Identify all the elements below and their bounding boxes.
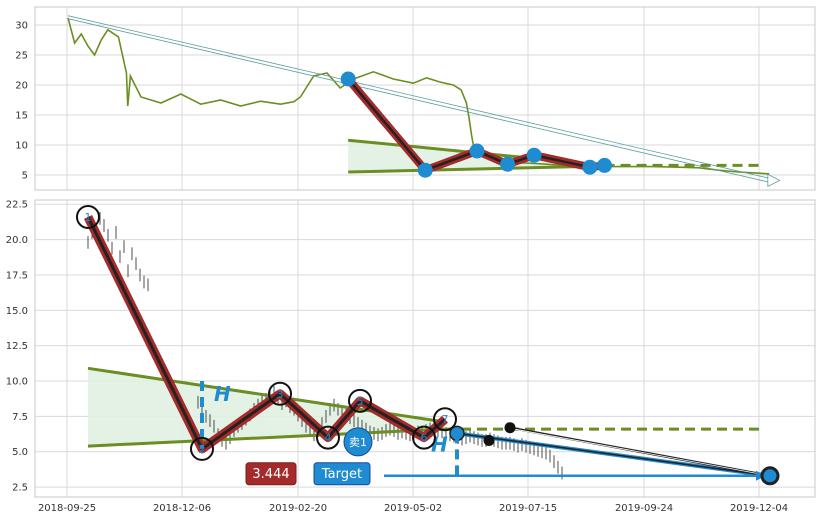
bottom-ytick-label: 7.5 [12,412,28,423]
top-ytick-label: 5 [22,171,28,182]
top-ytick-label: 20 [15,81,28,92]
top-zigzag-node-0 [340,71,356,87]
top-panel: 5 10 15 20 25 30 [15,6,816,191]
bottom-xtick-label: 2019-12-04 [730,503,788,514]
bottom-zigzag-node-label: 7 [442,413,449,426]
top-zigzag-node-3 [500,156,516,172]
bottom-target-value-badge-label: 3.444 [252,467,289,482]
bottom-zigzag-node-label: 4 [325,432,332,445]
top-lower-trendline [348,164,605,174]
top-ytick-label: 10 [15,141,28,152]
top-ytick-label: 25 [15,51,28,62]
bottom-xtick-label: 2018-12-06 [153,503,211,514]
bottom-ytick-label: 15.0 [6,306,28,317]
top-frame [34,6,816,191]
top-ytick-label: 30 [15,21,28,32]
top-ytick-label: 15 [15,111,28,122]
bottom-xtick-label: 2019-09-24 [615,503,673,514]
bottom-target-point [760,466,780,486]
bottom-sell-badge-label: 卖1 [349,436,367,449]
top-zigzag-node-5 [582,159,598,175]
bottom-ytick-label: 2.5 [12,483,28,494]
bottom-zigzag-node-7 [433,407,457,432]
bottom-frame [34,199,816,498]
top-zigzag-node-4 [526,147,542,163]
bottom-black-dot-1 [504,422,516,434]
bottom-zigzag-node-6 [412,425,436,450]
bottom-zigzag-node-3 [268,381,292,406]
bottom-ytick-label: 22.5 [6,200,28,211]
bottom-zigzag-node-label: 3 [277,388,284,401]
bottom-ytick-label: 17.5 [6,270,28,281]
bottom-zigzag-node-5 [348,388,372,413]
bottom-target-arrow-highlight [511,428,771,477]
bottom-zigzag-node-label: 6 [421,432,428,445]
top-zigzag-node-2 [469,143,485,159]
top-zigzag-node-6 [597,157,613,173]
bottom-ytick-label: 20.0 [6,235,28,246]
bottom-zigzag-node-4 [316,425,340,450]
bottom-xtick-label: 2019-07-15 [499,503,557,514]
bottom-sell-badge [343,427,373,457]
bottom-target-badge [313,462,371,486]
bottom-zigzag-node-label: 1 [85,211,92,224]
bottom-xtick-label: 2018-09-25 [38,503,96,514]
bottom-target-badge-label: Target [321,467,362,482]
bottom-h-marker-label: H [214,382,231,406]
bottom-ytick-label: 5.0 [12,447,28,458]
bottom-target-value-badge [245,462,297,486]
bottom-ytick-label: 10.0 [6,377,28,388]
bottom-xtick-label: 2019-05-02 [384,503,442,514]
bottom-xtick-label: 2019-02-20 [269,503,327,514]
bottom-lower-trendline [87,427,446,448]
bottom-panel: 2018-09-25 2018-12-06 2019-02-20 2019-05-02… [6,199,816,514]
bottom-zigzag-node-2 [190,436,214,461]
bottom-black-dot-0 [483,434,495,446]
bottom-zigzag-node-label: 5 [357,395,364,408]
top-arrow-head [767,173,781,188]
top-zigzag-node-1 [417,162,433,178]
bottom-ytick-label: 12.5 [6,341,28,352]
bottom-zigzag-node-label: 2 [199,443,206,456]
bottom-target-arrow-inner [456,432,771,477]
bottom-zigzag-node-1 [76,204,100,229]
top-arrow-shaft-upper [67,15,770,179]
top-arrow-shaft-lower [67,18,770,183]
